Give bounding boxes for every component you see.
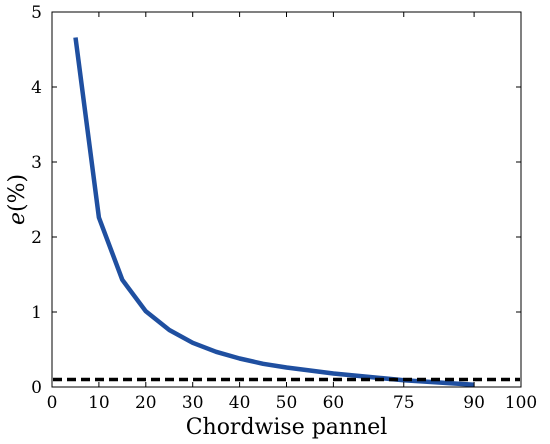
- y-tick-label-3: 3: [31, 153, 42, 173]
- y-tick-label-4: 4: [31, 78, 42, 98]
- y-tick-label-2: 2: [31, 228, 42, 248]
- plot-content: [53, 37, 520, 388]
- x-tick-label-20: 20: [135, 393, 157, 413]
- y-axis-label-unit: (%): [5, 174, 30, 212]
- x-tick-label-75: 75: [393, 393, 415, 413]
- y-axis-label-variable: e: [5, 212, 30, 225]
- x-tick-label-0: 0: [47, 393, 58, 413]
- y-axis-label: e(%): [5, 174, 30, 225]
- axis-ticks: [51, 11, 522, 388]
- y-tick-label-1: 1: [31, 303, 42, 323]
- x-tick-label-30: 30: [182, 393, 204, 413]
- tick-labels: 0 10 20 30 40 50 60 75 90 100 0 1 2 3 4 5: [31, 3, 537, 413]
- x-tick-label-90: 90: [463, 393, 485, 413]
- x-tick-label-50: 50: [276, 393, 298, 413]
- y-tick-label-0: 0: [31, 378, 42, 398]
- x-tick-label-40: 40: [229, 393, 251, 413]
- x-tick-label-60: 60: [323, 393, 345, 413]
- y-tick-label-5: 5: [31, 3, 42, 23]
- x-tick-label-10: 10: [88, 393, 110, 413]
- x-axis-label: Chordwise pannel: [186, 415, 388, 440]
- x-tick-label-100: 100: [505, 393, 537, 413]
